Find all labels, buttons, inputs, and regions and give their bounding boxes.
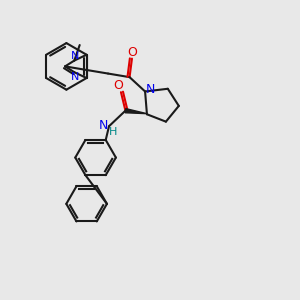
Text: N: N xyxy=(71,72,80,82)
Text: O: O xyxy=(127,46,137,59)
Text: N: N xyxy=(71,51,80,61)
Polygon shape xyxy=(125,109,147,114)
Text: N: N xyxy=(99,119,108,132)
Text: O: O xyxy=(114,79,124,92)
Text: N: N xyxy=(146,83,155,97)
Text: H: H xyxy=(108,127,117,136)
